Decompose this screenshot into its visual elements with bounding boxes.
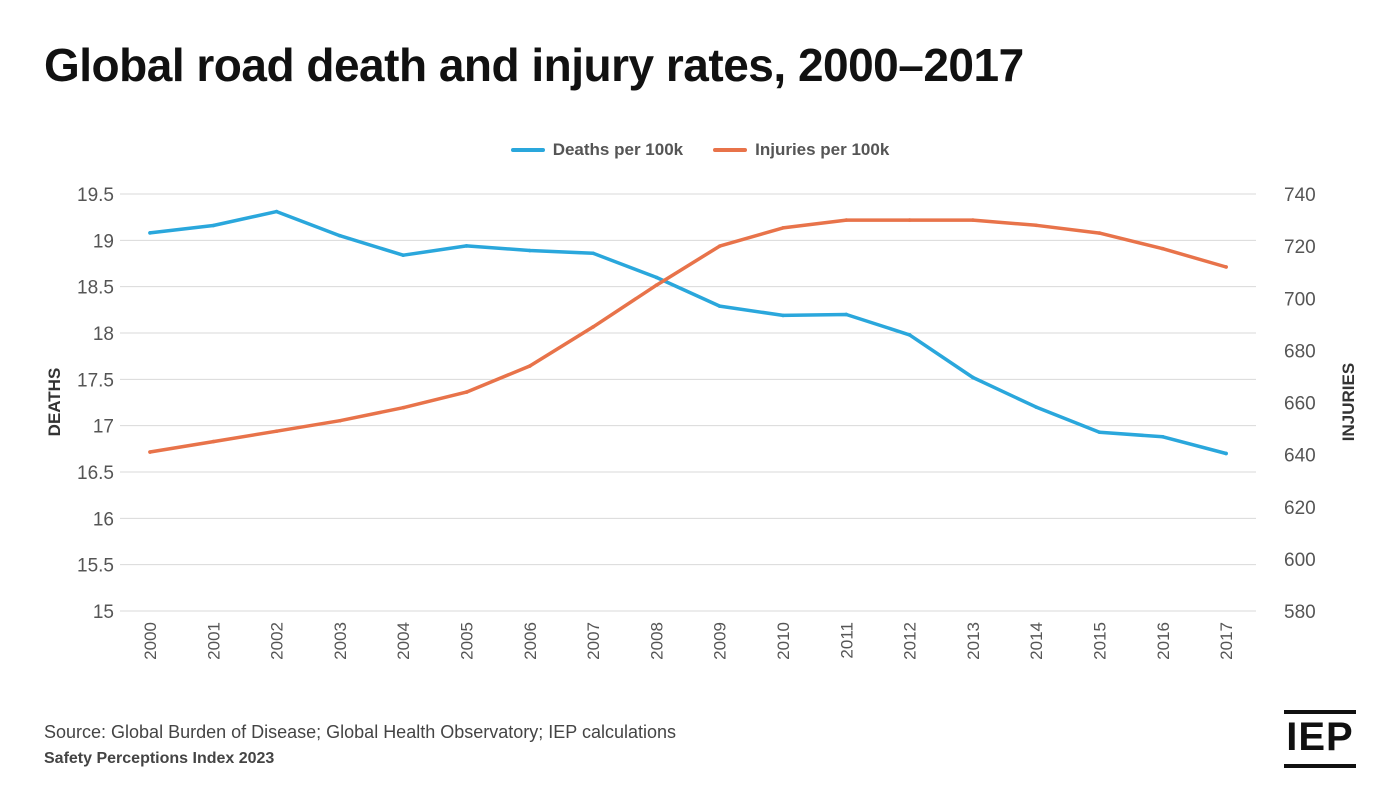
data-point-deaths <box>1097 430 1102 434</box>
data-point-injuries <box>401 405 406 410</box>
logo-text: IEP <box>1286 715 1354 759</box>
data-point-injuries <box>1034 223 1038 228</box>
data-point-injuries <box>1097 231 1102 235</box>
legend-swatch-injuries <box>713 148 748 152</box>
x-tick-label: 2013 <box>964 622 983 660</box>
data-point-injuries <box>211 439 216 444</box>
y-left-tick-label: 19.5 <box>77 185 114 206</box>
data-point-deaths <box>844 312 849 317</box>
data-point-deaths <box>907 333 912 337</box>
y-right-tick-label: 700 <box>1284 289 1316 310</box>
y-left-tick-label: 19 <box>93 231 114 252</box>
data-point-injuries <box>148 450 152 454</box>
series-line-deaths <box>148 209 1228 456</box>
y-left-tick-label: 18 <box>93 324 114 345</box>
data-point-deaths <box>717 304 722 308</box>
data-point-injuries <box>274 429 279 433</box>
data-point-injuries <box>528 364 532 368</box>
y-right-tick-label: 600 <box>1284 550 1316 571</box>
data-point-deaths <box>401 253 406 257</box>
x-tick-label: 2006 <box>521 622 540 660</box>
y-left-axis-title: DEATHS <box>45 368 64 437</box>
x-tick-label: 2011 <box>837 622 856 659</box>
x-tick-label: 2014 <box>1027 622 1046 660</box>
x-tick-label: 2001 <box>204 622 223 660</box>
footer-publication: Safety Perceptions Index 2023 <box>44 750 275 767</box>
x-tick-label: 2017 <box>1217 622 1236 660</box>
chart-title: Global road death and injury rates, 2000… <box>44 39 1024 91</box>
data-point-injuries <box>1224 265 1228 269</box>
data-point-deaths <box>1161 434 1165 439</box>
data-point-deaths <box>528 248 532 253</box>
y-right-tick-label: 620 <box>1284 498 1316 519</box>
data-point-injuries <box>464 390 469 394</box>
y-left-tick-label: 17 <box>93 417 114 438</box>
legend-label-deaths: Deaths per 100k <box>552 140 684 159</box>
x-tick-label: 2005 <box>458 622 477 660</box>
x-tick-label: 2000 <box>141 622 160 660</box>
legend-label-injuries: Injuries per 100k <box>755 140 890 159</box>
data-point-injuries <box>844 218 849 222</box>
y-right-tick-label: 680 <box>1284 341 1316 362</box>
legend-item-injuries: Injuries per 100k <box>713 140 889 160</box>
data-point-deaths <box>591 251 595 256</box>
legend-item-deaths: Deaths per 100k <box>510 140 684 160</box>
data-point-deaths <box>148 231 152 235</box>
x-tick-label: 2002 <box>268 622 287 660</box>
y-left-tick-label: 17.5 <box>77 370 114 391</box>
series-line-injuries <box>148 218 1228 454</box>
data-point-injuries <box>907 218 912 222</box>
data-point-deaths <box>781 313 785 318</box>
x-tick-label: 2003 <box>331 622 350 660</box>
x-tick-label: 2016 <box>1154 622 1173 660</box>
data-point-deaths <box>464 244 469 248</box>
legend-swatch-deaths <box>510 148 545 152</box>
y-right-axis-title: INJURIES <box>1339 363 1358 441</box>
x-tick-label: 2012 <box>901 622 920 660</box>
data-point-injuries <box>717 244 722 248</box>
data-point-injuries <box>781 226 785 230</box>
y-left-tick-label: 16.5 <box>77 463 114 484</box>
iep-logo: IEP <box>1284 710 1356 768</box>
logo-bottom-bar <box>1284 764 1356 768</box>
legend: Deaths per 100k Injuries per 100k <box>0 140 1400 160</box>
logo-top-bar <box>1284 710 1356 714</box>
y-right-tick-label: 640 <box>1284 446 1316 467</box>
data-point-injuries <box>1161 246 1165 251</box>
y-left-tick-label: 18.5 <box>77 278 114 299</box>
y-right-tick-label: 580 <box>1284 602 1316 623</box>
data-point-deaths <box>1034 405 1038 409</box>
data-point-injuries <box>338 418 342 423</box>
data-point-deaths <box>211 223 216 228</box>
x-tick-label: 2009 <box>711 622 730 660</box>
data-point-deaths <box>1224 451 1228 456</box>
x-tick-label: 2015 <box>1091 622 1110 660</box>
data-point-deaths <box>274 209 279 214</box>
x-tick-label: 2008 <box>647 622 666 660</box>
y-right-tick-label: 660 <box>1284 394 1316 415</box>
y-left-tick-label: 16 <box>93 509 114 530</box>
data-point-deaths <box>971 375 975 380</box>
source-note: Source: Global Burden of Disease; Global… <box>44 722 676 742</box>
data-point-deaths <box>338 233 342 238</box>
x-tick-label: 2007 <box>584 622 603 660</box>
x-tick-label: 2004 <box>394 622 413 660</box>
data-point-injuries <box>654 283 659 288</box>
y-right-tick-label: 740 <box>1284 185 1316 206</box>
y-left-tick-label: 15.5 <box>77 556 114 577</box>
y-left-tick-label: 15 <box>93 602 114 623</box>
data-point-injuries <box>591 325 595 329</box>
y-right-tick-label: 720 <box>1284 237 1316 258</box>
x-tick-label: 2010 <box>774 622 793 660</box>
data-point-injuries <box>971 218 975 222</box>
data-point-deaths <box>654 275 659 280</box>
